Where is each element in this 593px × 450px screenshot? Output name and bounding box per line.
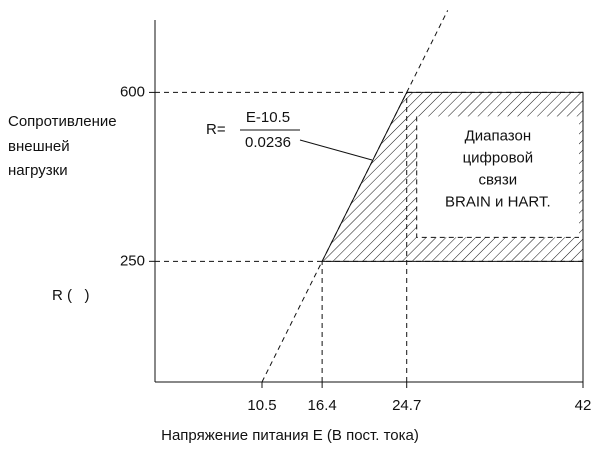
y-axis-label: внешней [8,138,70,155]
y-unit: R ( ) [52,287,90,304]
region-label: BRAIN и HART. [445,193,551,210]
x-tick-label: 42 [575,397,592,414]
label-box [416,116,579,238]
leader-line [299,139,373,161]
region-label: Диапазон [465,127,532,144]
x-tick-label: 10.5 [247,397,276,414]
formula: 0.0236 [245,134,291,151]
y-tick-label: 250 [120,252,145,269]
x-axis-label: Напряжение питания E (В пост. тока) [161,427,419,444]
plot: Диапазон цифровой связи BRAIN и HART. 250 600… [120,10,591,414]
formula-line-extension [406,10,449,93]
x-tick-label: 24.7 [392,397,421,414]
label-box-border [416,116,579,238]
formula: R= [206,121,226,138]
y-axis-label: нагрузки [8,162,68,179]
region-label: связи [479,171,518,188]
y-axis-label: Сопротивление [8,113,117,130]
formula: E-10.5 [246,109,290,126]
y-tick-label: 600 [120,83,145,100]
x-tick-label: 16.4 [308,397,337,414]
region-label: цифровой [463,149,534,166]
